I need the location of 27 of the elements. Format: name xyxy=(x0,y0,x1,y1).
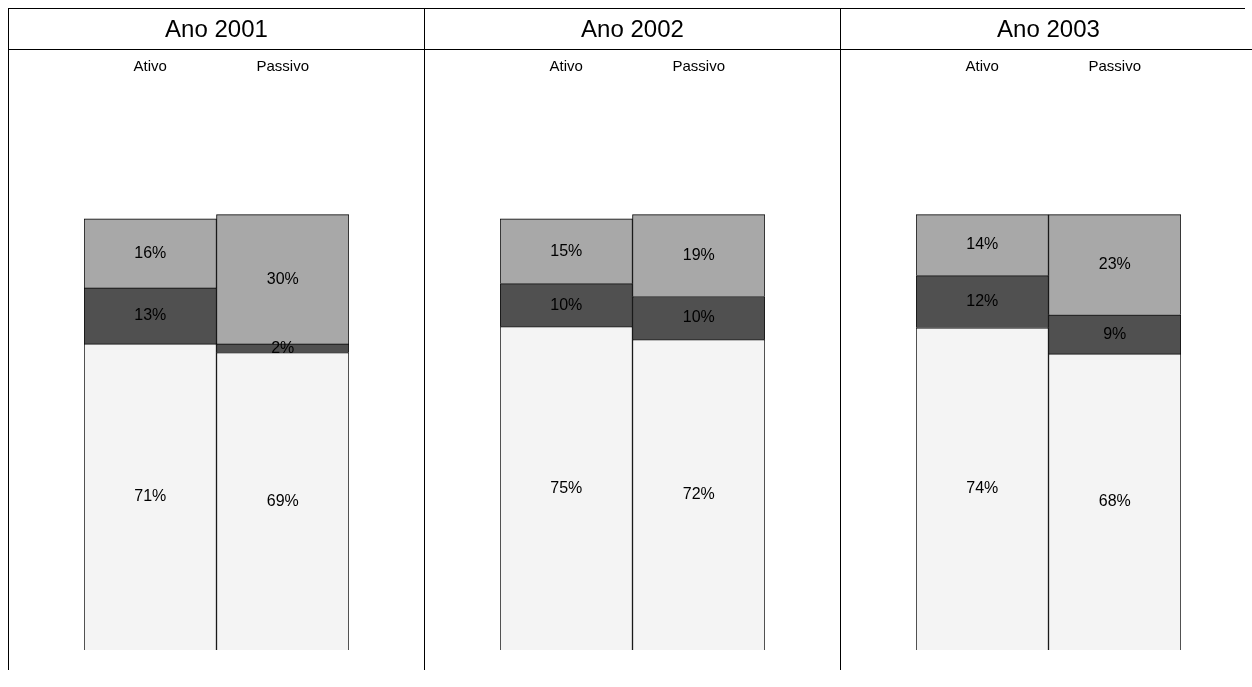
x-tick-label: Ativo xyxy=(965,57,999,75)
data-label: 68% xyxy=(1098,492,1131,510)
data-label: 10% xyxy=(682,308,715,326)
data-label: 30% xyxy=(266,269,299,287)
data-label: 14% xyxy=(966,235,999,253)
x-tick-label: Passivo xyxy=(1088,57,1142,75)
data-label: 19% xyxy=(682,245,715,263)
x-tick-label: Ativo xyxy=(133,57,167,75)
data-label: 12% xyxy=(966,292,999,310)
chart-title: Ano 2001 xyxy=(9,9,424,50)
x-tick-label: Passivo xyxy=(256,57,310,75)
data-label: 15% xyxy=(550,241,583,259)
data-label: 69% xyxy=(266,491,299,509)
data-label: 71% xyxy=(134,487,167,505)
chart-title: Ano 2002 xyxy=(425,9,840,50)
data-label: 9% xyxy=(1103,324,1127,342)
data-label: 16% xyxy=(134,243,167,261)
data-label: 23% xyxy=(1098,255,1131,273)
x-tick-label: Passivo xyxy=(672,57,726,75)
data-label: 2% xyxy=(271,338,295,356)
data-label: 74% xyxy=(966,479,999,497)
chart-title: Ano 2003 xyxy=(841,9,1252,50)
data-label: 75% xyxy=(550,478,583,496)
data-label: 10% xyxy=(550,295,583,313)
data-label: 72% xyxy=(682,485,715,503)
x-tick-label: Ativo xyxy=(549,57,583,75)
data-label: 13% xyxy=(134,306,167,324)
